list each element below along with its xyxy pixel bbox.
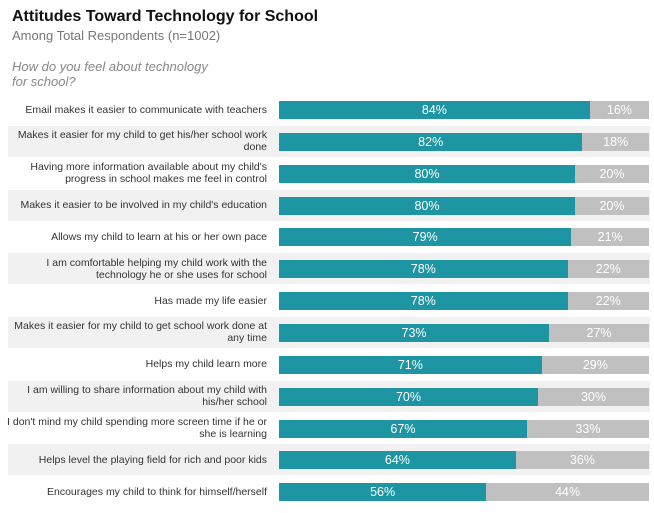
bar-positive: 80% [279,196,575,215]
bar-negative: 33% [526,419,649,438]
bar-positive: 64% [279,451,516,470]
survey-question: How do you feel about technology for sch… [12,59,208,89]
chart-row: Allows my child to learn at his or her o… [8,221,650,252]
chart-row: I don't mind my child spending more scre… [7,413,650,444]
chart-row: I am comfortable helping my child work w… [8,253,650,285]
bar-positive: 73% [279,323,550,342]
bar-negative: 29% [541,355,649,374]
chart-title: Attitudes Toward Technology for School [12,8,319,25]
bar-positive: 79% [279,228,572,247]
bar-negative: 44% [486,483,649,502]
bar-positive: 80% [279,164,575,183]
bar-negative: 36% [515,451,649,470]
category-label: Has made my life easier [154,294,267,307]
bar-negative: 16% [589,101,649,119]
bar-negative: 20% [575,196,649,215]
chart-row: Makes it easier for my child to get scho… [8,316,650,348]
bar-positive: 56% [279,483,487,502]
category-label: Having more information available about … [30,161,267,186]
bar-negative: 22% [567,260,649,279]
category-label: Encourages my child to think for himself… [46,485,267,498]
bar-negative: 21% [571,228,649,247]
category-label: Helps level the playing field for rich a… [38,453,267,466]
category-label: I don't mind my child spending more scre… [7,416,267,440]
bar-negative: 22% [567,292,649,311]
bar-negative: 20% [575,164,649,183]
category-label: I am willing to share information about … [27,384,267,409]
bar-positive: 78% [279,292,568,311]
chart-row: Helps level the playing field for rich a… [8,444,650,476]
category-label: Makes it easier for my child to get his/… [17,129,267,154]
bar-positive: 78% [279,260,568,279]
bar-positive: 71% [279,355,542,374]
category-label: Email makes it easier to communicate wit… [25,103,267,116]
bar-negative: 30% [538,387,649,406]
bar-negative: 27% [549,323,649,342]
chart-row: Email makes it easier to communicate wit… [8,94,650,125]
bar-positive: 70% [279,387,538,406]
chart-row: Encourages my child to think for himself… [8,476,650,507]
chart-row: Having more information available about … [8,158,650,189]
bar-negative: 18% [582,132,649,151]
bar-positive: 84% [279,101,590,119]
category-label: Makes it easier to be involved in my chi… [20,199,267,212]
chart-row: Makes it easier to be involved in my chi… [8,189,650,221]
chart-row: Helps my child learn more 71% 29% [8,349,650,380]
chart-row: Has made my life easier 78% 22% [8,285,650,316]
bar-positive: 67% [279,419,527,438]
chart-subtitle: Among Total Respondents (n=1002) [12,28,221,43]
chart-row: Makes it easier for my child to get his/… [8,125,650,157]
category-label: I am comfortable helping my child work w… [46,256,267,281]
category-label: Allows my child to learn at his or her o… [51,230,267,243]
category-label: Helps my child learn more [145,358,267,371]
bar-positive: 82% [279,132,583,151]
category-label: Makes it easier for my child to get scho… [14,320,267,345]
chart-row: I am willing to share information about … [8,380,650,412]
